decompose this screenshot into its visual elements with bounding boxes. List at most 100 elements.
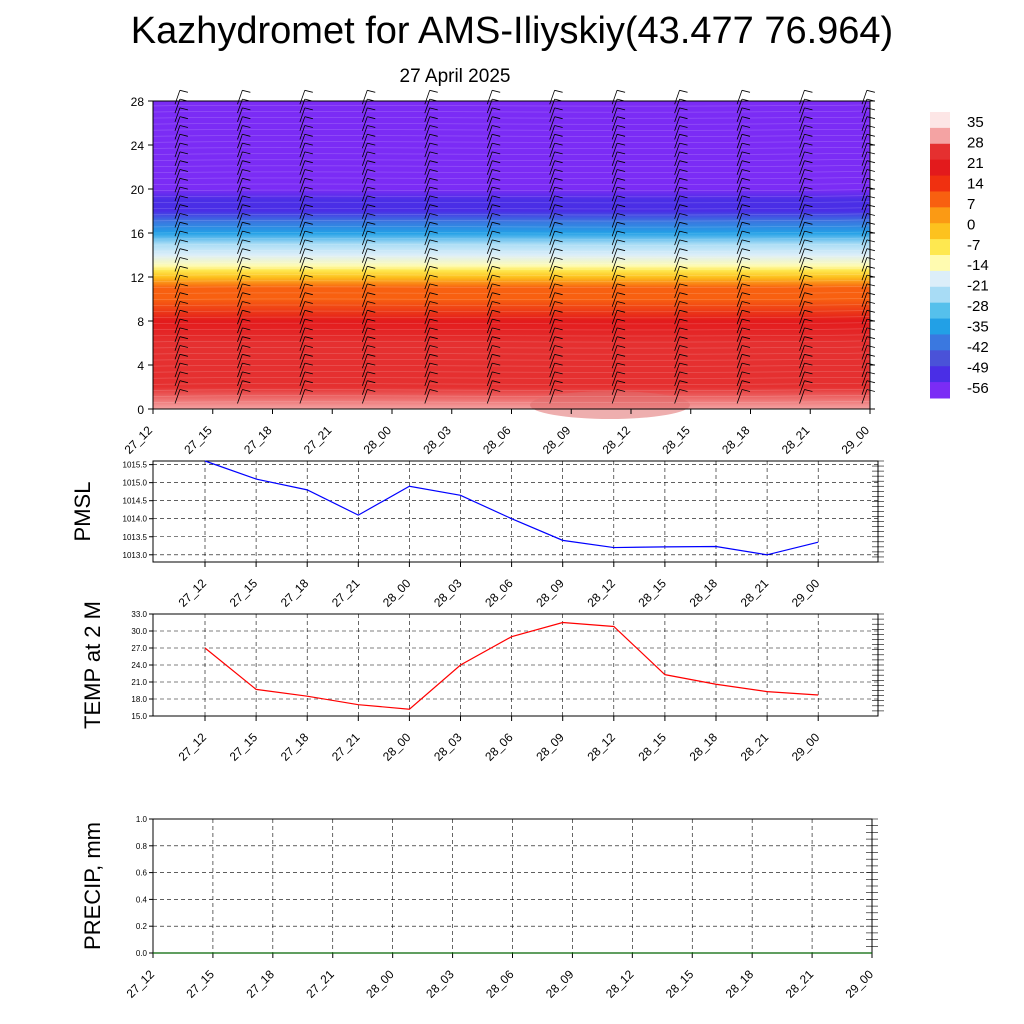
wind-barb	[611, 142, 626, 158]
wind-barb	[361, 283, 376, 299]
contour-line	[152, 104, 871, 107]
wind-barb	[861, 133, 875, 149]
wind-barb	[861, 389, 875, 404]
wind-barb	[424, 283, 438, 299]
wind-barb	[611, 151, 626, 167]
temp2m-y-tick-label: 33.0	[131, 610, 147, 619]
wind-barb	[486, 186, 501, 202]
contour-line	[152, 298, 871, 300]
wind-barb	[237, 169, 251, 184]
wind-barb	[299, 160, 313, 175]
wind-barb	[674, 151, 688, 167]
wind-barb	[299, 213, 313, 228]
wind-barb	[549, 257, 563, 272]
pmsl-x-tick-label: 28_12	[584, 576, 618, 610]
wind-barb	[486, 371, 501, 387]
pmsl-y-tick-label: 1014.5	[123, 497, 148, 506]
colorbar-segment	[930, 207, 950, 224]
wind-barb	[361, 125, 376, 140]
contour-line	[152, 122, 871, 125]
wind-barb	[611, 116, 626, 131]
precip-ylabel: PRECIP, mm	[80, 822, 105, 950]
wind-barb	[549, 177, 563, 193]
wind-barb	[361, 345, 376, 360]
contour-line	[152, 135, 871, 137]
wind-barb	[861, 257, 875, 272]
wind-barb	[611, 309, 626, 325]
wind-barb	[674, 336, 688, 351]
wind-barb	[674, 125, 688, 140]
wind-barb	[237, 371, 251, 387]
wind-barb	[424, 186, 438, 202]
wind-barb	[799, 301, 813, 316]
wind-barb	[549, 160, 563, 175]
wind-barb	[861, 301, 875, 316]
wind-barb	[861, 169, 875, 184]
wind-barb	[299, 248, 313, 263]
wind-barb	[299, 177, 313, 193]
colorbar-label: -21	[967, 278, 989, 295]
wind-barb	[299, 274, 313, 290]
precip-x-tick-label: 28_15	[663, 967, 697, 1001]
temp2m-x-tick-label: 27_18	[278, 730, 312, 764]
wind-barb	[486, 389, 501, 404]
wind-barb	[486, 125, 501, 140]
wind-barb	[799, 125, 813, 140]
wind-barb	[736, 142, 751, 158]
contour-line	[152, 316, 871, 319]
wind-barb	[237, 389, 251, 404]
wind-barb	[799, 327, 813, 343]
contour-line	[152, 280, 871, 282]
wind-barb	[674, 89, 688, 105]
chart-title: Kazhydromet for AMS-Iliyskiy(43.477 76.9…	[130, 10, 894, 52]
wind-barb	[736, 327, 751, 343]
wind-barb	[674, 248, 688, 263]
y-tick-label: 16	[131, 227, 145, 241]
wind-barb	[424, 204, 438, 219]
x-tick-label: 28_15	[659, 423, 693, 457]
wind-barb	[174, 204, 188, 219]
pmsl-x-tick-label: 27_15	[227, 576, 261, 610]
wind-barb	[361, 230, 376, 246]
temperature-field	[153, 101, 870, 409]
contour-line	[152, 165, 871, 167]
wind-barb	[674, 265, 688, 281]
wind-barb	[299, 301, 313, 316]
wind-barb	[549, 274, 563, 290]
wind-barb	[237, 309, 251, 325]
wind-barb	[299, 362, 313, 378]
wind-barb	[486, 239, 501, 255]
wind-barb	[174, 371, 188, 387]
wind-barb	[424, 345, 438, 360]
wind-barb	[361, 336, 376, 351]
wind-barb	[549, 345, 563, 360]
wind-barb	[174, 318, 188, 334]
wind-barb	[424, 265, 438, 281]
wind-barb	[237, 177, 251, 193]
precip-x-tick-label: 28_03	[423, 967, 457, 1001]
temp2m-x-tick-label: 28_21	[738, 730, 772, 764]
wind-barb	[486, 195, 501, 211]
warm-core	[530, 391, 690, 419]
wind-barb	[361, 151, 376, 167]
wind-barb	[237, 116, 251, 131]
wind-barb	[549, 309, 563, 325]
wind-barb	[861, 283, 875, 299]
wind-barb	[424, 89, 438, 105]
colorbar-label: -7	[967, 237, 980, 254]
wind-barb	[674, 301, 688, 316]
wind-barb	[299, 89, 313, 105]
pmsl-x-tick-label: 27_18	[278, 576, 312, 610]
wind-barb	[237, 107, 251, 123]
wind-barb	[799, 133, 813, 149]
wind-barb	[299, 353, 313, 369]
x-tick-label: 27_21	[301, 423, 335, 457]
wind-barb	[799, 169, 813, 184]
wind-barb	[736, 265, 751, 281]
wind-barb	[174, 230, 188, 246]
colorbar-label: -14	[967, 257, 989, 274]
wind-barb	[361, 204, 376, 219]
wind-barb	[736, 301, 751, 316]
colorbar-segment	[930, 159, 950, 177]
wind-barb	[736, 248, 751, 263]
